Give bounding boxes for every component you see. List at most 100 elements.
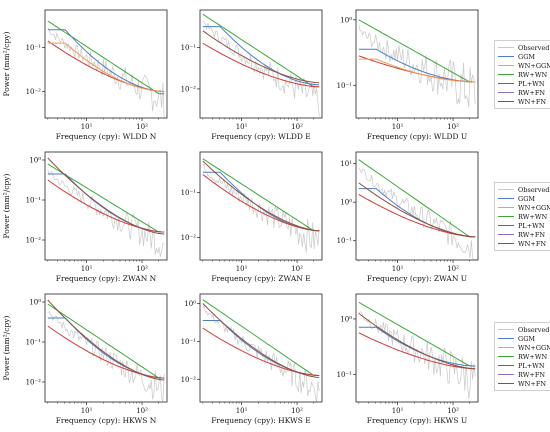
panel-frame (199, 151, 323, 261)
x-axis-label: Frequency (cpy): WLDD E (211, 132, 311, 141)
legend-label: RW+WN (518, 70, 548, 79)
y-tick-label: 10⁻² (181, 85, 197, 93)
legend-swatch (498, 73, 514, 76)
y-tick-label: 10⁻² (181, 234, 197, 242)
panel-6: 10¹ 10² 10¹ 10⁰ 10⁻¹ Frequency (cpy): ZWAN U (337, 151, 479, 283)
series-observed (202, 163, 320, 253)
legend-label: WN+GGM (518, 61, 550, 70)
legend-label: WN+FN (518, 97, 547, 106)
legend-label: WN+GGM (518, 203, 550, 212)
legend-entry: RW+FN (498, 370, 550, 379)
series-observed (202, 20, 320, 117)
panel-3: 10¹ 10² 10⁰ 10⁻¹ Frequency (cpy): WLDD U (337, 9, 479, 141)
legend-swatch (498, 233, 514, 236)
series-wn-ggm (358, 58, 476, 83)
panel-plot-area (202, 158, 320, 253)
series-rw-wn (358, 159, 476, 238)
panel-plot-area (47, 299, 165, 402)
legend-entry: Observed (498, 325, 550, 334)
series-rw-wn (358, 301, 476, 367)
legend-swatch (498, 206, 514, 209)
legend-entry: RW+FN (498, 230, 550, 239)
series-pl-wn (202, 42, 320, 88)
y-tick-label: 10⁻¹ (26, 197, 42, 205)
legend-label: GGM (518, 194, 536, 203)
series-pl-wn (202, 327, 320, 376)
panel-5: 10¹ 10² 10⁻¹ 10⁻² Frequency (cpy): ZWAN E (181, 151, 323, 283)
y-tick-label: 10⁻¹ (181, 338, 197, 346)
legend-label: WN+FN (518, 239, 547, 248)
panel-plot-area (358, 19, 476, 108)
legend-swatch (498, 373, 514, 376)
legend-entry: PL+WN (498, 221, 550, 230)
series-wn-fn (202, 160, 320, 232)
y-tick-label: 10⁰ (340, 16, 352, 24)
panel-4: 10¹ 10² 10⁰ 10⁻¹ 10⁻² Frequency (cpy): ZWAN N… (2, 151, 168, 283)
series-observed (47, 169, 165, 257)
panel-frame (44, 151, 168, 261)
x-axis-label: Frequency (cpy): WLDD N (56, 132, 157, 141)
panel-frame (199, 9, 323, 119)
series-wn-fn (47, 157, 165, 235)
y-tick-label: 10⁻² (181, 376, 197, 384)
series-pl-wn (47, 179, 165, 233)
legend-label: PL+WN (518, 221, 545, 230)
panel-2: 10¹ 10² 10⁻¹ 10⁻² Frequency (cpy): WLDD E (181, 9, 323, 141)
y-tick-label: 10⁰ (340, 315, 352, 323)
x-tick-label: 10² (136, 123, 148, 131)
legend-entry: WN+GGM (498, 61, 550, 70)
legend-entry: GGM (498, 194, 550, 203)
legend-label: GGM (518, 334, 536, 343)
y-tick-label: 10⁰ (184, 300, 196, 308)
panel-frame (199, 293, 323, 403)
series-ggm (358, 326, 476, 367)
legend-swatch (498, 91, 514, 94)
legend-swatch (498, 46, 514, 49)
x-axis-label: Frequency (cpy): ZWAN E (211, 274, 310, 283)
series-ggm (47, 173, 165, 233)
series-rw-wn (202, 158, 320, 232)
legend-swatch (498, 364, 514, 367)
legend-entry: Observed (498, 43, 550, 52)
legend-label: RW+FN (518, 88, 546, 97)
panel-plot-area (47, 157, 165, 257)
x-tick-label: 10¹ (81, 265, 93, 273)
series-pl-wn (358, 193, 476, 238)
legend-swatch (498, 82, 514, 85)
x-tick-label: 10² (291, 407, 303, 415)
legend-label: WN+FN (518, 379, 547, 388)
x-tick-label: 10¹ (392, 407, 404, 415)
legend-swatch (498, 215, 514, 218)
x-tick-label: 10² (136, 407, 148, 415)
series-observed (47, 27, 165, 118)
legend-entry: Observed (498, 185, 550, 194)
legend-row-2: Observed GGM WN+GGM RW+WN PL+WN RW+FN WN+FN (494, 182, 550, 251)
x-tick-label: 10¹ (392, 123, 404, 131)
legend-swatch (498, 224, 514, 227)
y-tick-label: 10⁰ (29, 157, 41, 165)
series-ggm (358, 188, 476, 238)
series-wn-fn (202, 303, 320, 378)
legend-entry: RW+WN (498, 70, 550, 79)
x-axis-label: Frequency (cpy): HKWS N (56, 416, 157, 425)
legend-entry: GGM (498, 52, 550, 61)
series-rw-wn (47, 303, 165, 379)
x-tick-label: 10¹ (81, 123, 93, 131)
legend-label: RW+FN (518, 370, 546, 379)
x-tick-label: 10¹ (236, 265, 248, 273)
legend-entry: PL+WN (498, 361, 550, 370)
y-tick-label: 10⁻¹ (26, 339, 42, 347)
y-tick-label: 10⁻¹ (337, 237, 353, 245)
legend-label: RW+WN (518, 352, 548, 361)
panel-8: 10¹ 10² 10⁰ 10⁻¹ 10⁻² Frequency (cpy): HKWS E (181, 293, 323, 425)
x-tick-label: 10² (447, 123, 459, 131)
x-tick-label: 10² (291, 265, 303, 273)
series-observed (358, 311, 476, 399)
legend-swatch (498, 346, 514, 349)
x-axis-label: Frequency (cpy): HKWS U (367, 416, 467, 425)
x-axis-label: Frequency (cpy): HKWS E (211, 416, 311, 425)
series-wn-fn (358, 182, 476, 238)
legend-swatch (498, 355, 514, 358)
series-ggm (47, 29, 165, 93)
